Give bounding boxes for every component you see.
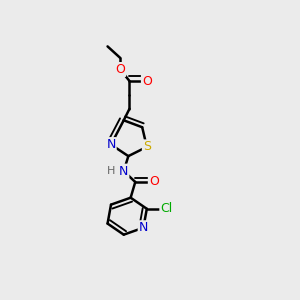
Text: O: O (149, 176, 159, 188)
Text: Cl: Cl (160, 202, 172, 215)
Text: N: N (119, 165, 128, 178)
Text: H: H (107, 166, 115, 176)
Text: O: O (115, 63, 125, 76)
Text: O: O (142, 74, 152, 88)
Text: N: N (106, 138, 116, 151)
Text: N: N (139, 221, 148, 234)
Text: S: S (143, 140, 151, 153)
